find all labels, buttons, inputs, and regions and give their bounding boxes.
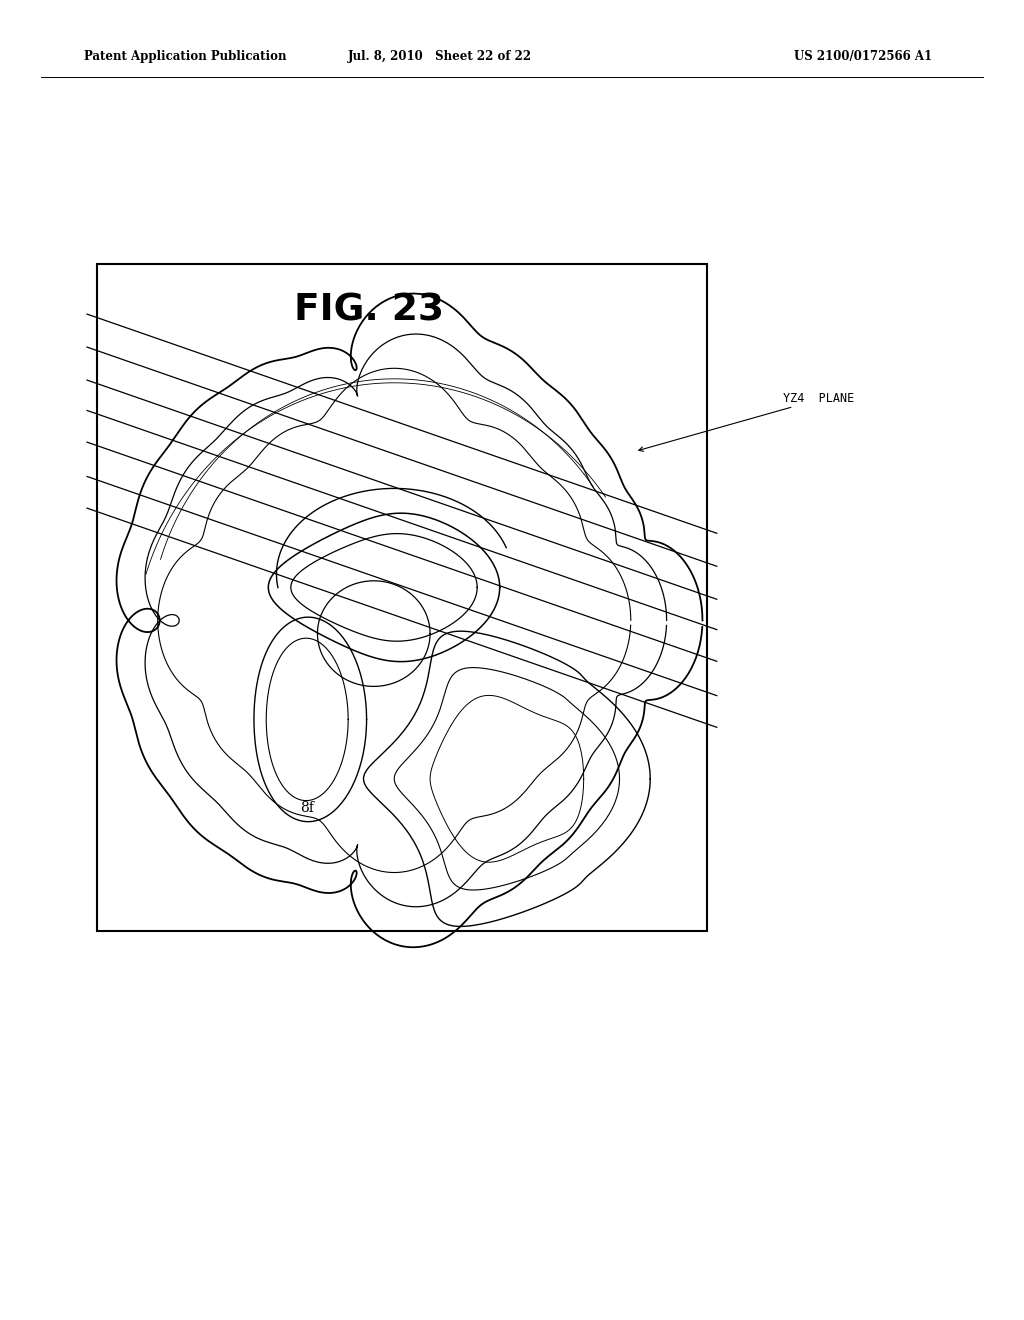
- Text: Patent Application Publication: Patent Application Publication: [84, 50, 287, 63]
- Text: 8f: 8f: [300, 801, 314, 814]
- Text: Jul. 8, 2010   Sheet 22 of 22: Jul. 8, 2010 Sheet 22 of 22: [348, 50, 532, 63]
- Bar: [97, 264, 707, 931]
- Text: US 2100/0172566 A1: US 2100/0172566 A1: [794, 50, 932, 63]
- Text: YZ4  PLANE: YZ4 PLANE: [783, 392, 855, 405]
- Text: FIG. 23: FIG. 23: [294, 292, 443, 329]
